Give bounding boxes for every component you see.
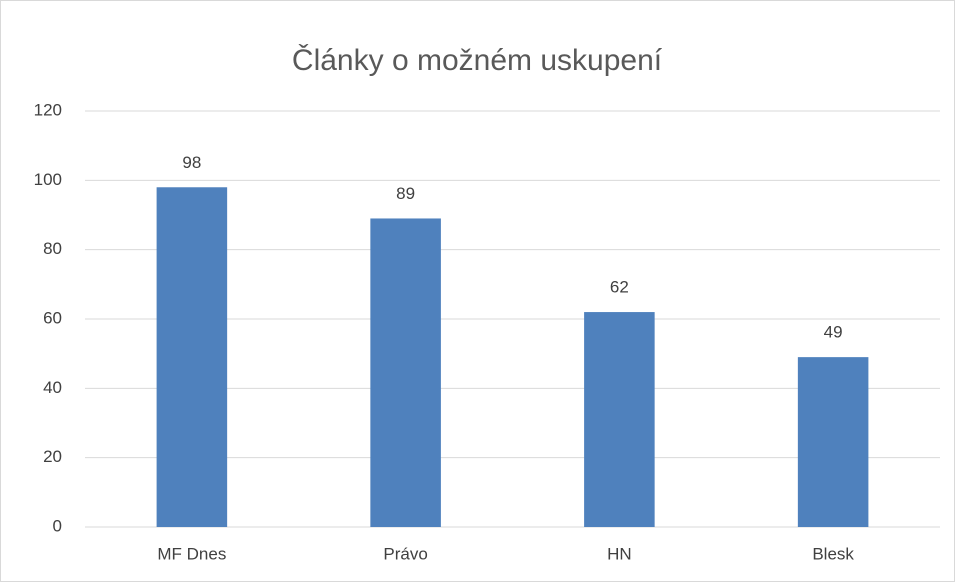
- x-tick-label: HN: [607, 544, 632, 563]
- data-label: 62: [610, 278, 629, 297]
- chart-title: Články o možném uskupení: [292, 43, 663, 77]
- y-tick-label: 100: [34, 170, 62, 189]
- x-tick-label: Blesk: [812, 544, 854, 563]
- y-tick-label: 120: [34, 100, 62, 119]
- bar: [584, 312, 655, 527]
- y-tick-label: 20: [43, 447, 62, 466]
- y-tick-label: 60: [43, 308, 62, 327]
- y-tick-label: 80: [43, 239, 62, 258]
- x-tick-label: MF Dnes: [157, 544, 226, 563]
- bar: [797, 357, 869, 527]
- bar: [370, 218, 441, 527]
- y-tick-label: 40: [43, 378, 62, 397]
- data-label: 89: [396, 184, 415, 203]
- data-label: 98: [182, 153, 201, 172]
- bar: [156, 187, 228, 527]
- y-tick-label: 0: [53, 516, 62, 535]
- data-label: 49: [824, 323, 843, 342]
- x-tick-label: Právo: [383, 544, 427, 563]
